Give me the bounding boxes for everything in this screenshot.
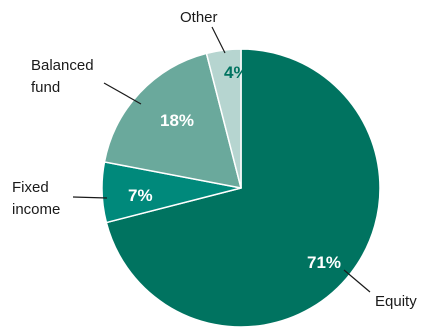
value-label-equity: 71% bbox=[307, 253, 341, 272]
category-labels: Equity Fixed income Balanced fund Other bbox=[12, 9, 417, 310]
pie-slices bbox=[101, 48, 381, 328]
pie-slice-equity bbox=[105, 48, 381, 328]
percentage-labels: 71% 7% 18% 4% bbox=[128, 63, 341, 272]
leader-line-other bbox=[211, 26, 226, 54]
category-label-balanced-fund: Balanced fund bbox=[31, 57, 94, 96]
category-label-fixed-income: Fixed income bbox=[12, 179, 60, 218]
value-label-other: 4% bbox=[224, 63, 249, 82]
value-label-fixed-income: 7% bbox=[128, 186, 153, 205]
pie-slice-balanced-fund bbox=[103, 52, 242, 189]
leader-line-balanced-fund bbox=[103, 82, 142, 105]
value-label-balanced-fund: 18% bbox=[160, 111, 194, 130]
leader-line-fixed-income bbox=[72, 196, 108, 199]
leader-lines bbox=[72, 26, 371, 293]
category-label-other: Other bbox=[180, 9, 218, 26]
leader-line-equity bbox=[343, 269, 371, 293]
category-label-equity: Equity bbox=[375, 293, 417, 310]
